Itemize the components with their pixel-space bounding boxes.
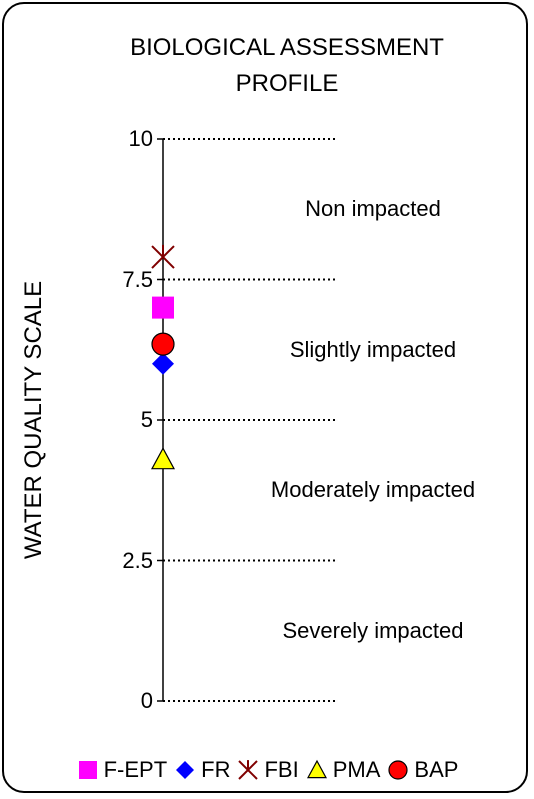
legend-marker-bap bbox=[388, 760, 408, 780]
data-point-fbi bbox=[151, 244, 175, 269]
legend-label: FBI bbox=[264, 757, 299, 782]
legend-item: FBI bbox=[236, 757, 299, 783]
legend-item: PMA bbox=[305, 757, 381, 783]
legend-item: BAP bbox=[386, 757, 458, 783]
y-tick-label: 7.5 bbox=[122, 266, 153, 292]
legend-label: BAP bbox=[414, 757, 459, 782]
zone-label: Moderately impacted bbox=[270, 477, 476, 503]
data-point-bap bbox=[151, 332, 175, 356]
legend: F-EPT FR FBI PMA BAP bbox=[0, 752, 534, 788]
legend-marker-f-ept bbox=[78, 761, 97, 779]
legend-label: FR bbox=[201, 757, 231, 782]
legend-label: PMA bbox=[332, 757, 381, 782]
y-tick-label: 0 bbox=[140, 688, 153, 713]
legend-marker-fr bbox=[176, 761, 195, 779]
zone-label: Slightly impacted bbox=[289, 336, 457, 362]
chart-title-line-1: BIOLOGICAL ASSESSMENT bbox=[130, 34, 444, 61]
legend-item: FR bbox=[173, 757, 230, 783]
data-point-f-ept bbox=[152, 296, 174, 319]
y-tick-label: 2.5 bbox=[122, 547, 153, 573]
legend-item: F-EPT bbox=[76, 757, 168, 783]
chart-frame bbox=[2, 2, 528, 793]
y-tick-label: 10 bbox=[128, 126, 153, 151]
zone-label: Non impacted bbox=[305, 196, 441, 222]
data-point-pma bbox=[150, 447, 176, 470]
y-tick-label: 5 bbox=[140, 407, 153, 432]
chart-title-line-2: PROFILE bbox=[235, 70, 339, 97]
legend-marker-pma bbox=[306, 759, 327, 779]
legend-marker-fbi bbox=[238, 760, 259, 780]
legend-label: F-EPT bbox=[103, 757, 168, 782]
data-point-fr bbox=[152, 352, 174, 375]
zone-label: Severely impacted bbox=[282, 617, 464, 643]
